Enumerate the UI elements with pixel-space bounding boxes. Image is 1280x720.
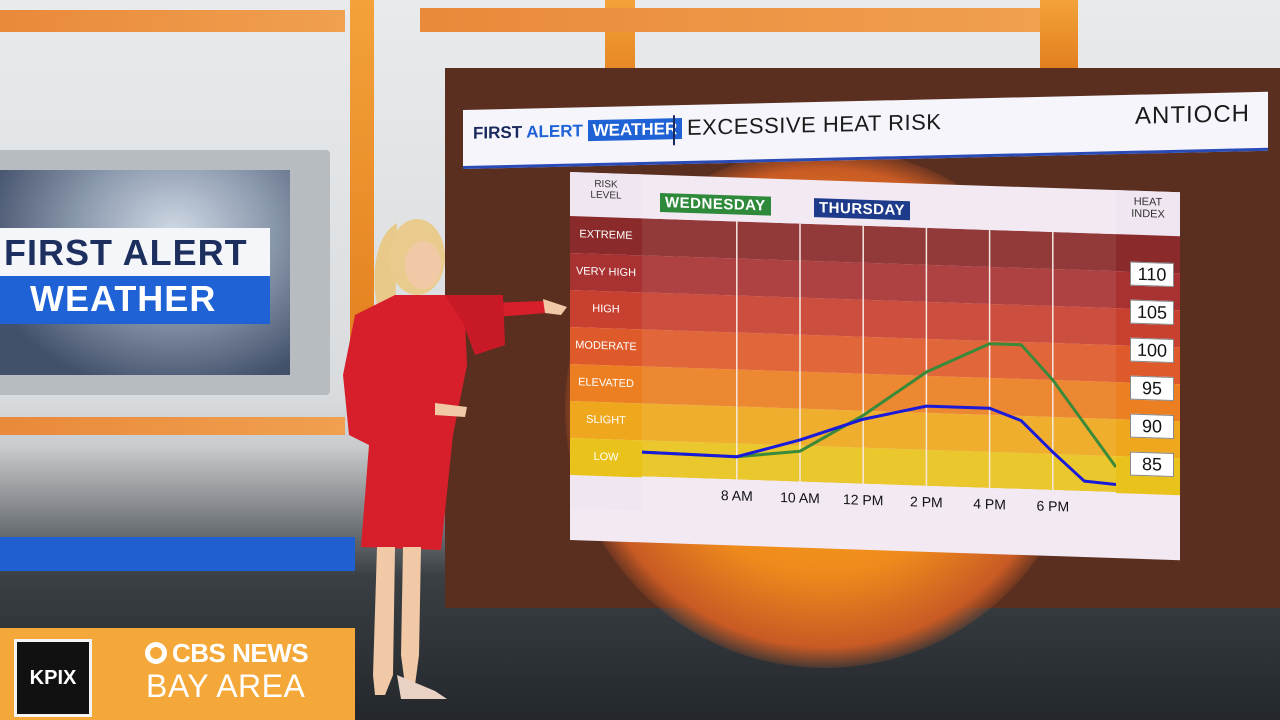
studio-pillar: [1040, 0, 1078, 78]
studio-rail: [0, 417, 345, 435]
cbs-eye-icon: [145, 642, 167, 664]
station-lower-third: KPIX CBS NEWS BAY AREA: [0, 628, 355, 720]
chart-lines: [642, 221, 1116, 491]
series-line-thursday: [642, 404, 1116, 487]
legend-thursday: THURSDAY: [814, 198, 910, 221]
heat-index-tick: 95: [1130, 375, 1174, 401]
side-monitor-screen: FIRST ALERT WEATHER: [0, 170, 290, 375]
floor-stripe: [0, 537, 355, 571]
heat-index-tick: 90: [1130, 413, 1174, 439]
risk-level-column: RISK LEVEL EXTREME VERY HIGH HIGH MODERA…: [570, 172, 642, 511]
risk-header-line: LEVEL: [590, 189, 622, 202]
brand-alert: ALERT: [526, 121, 583, 142]
risk-band: SLIGHT: [570, 401, 642, 441]
risk-level-header: RISK LEVEL: [570, 172, 642, 218]
x-tick-label: 6 PM: [1036, 497, 1070, 515]
x-tick-label: 10 AM: [780, 488, 820, 507]
heat-index-tick: 105: [1130, 299, 1174, 325]
risk-band: HIGH: [570, 290, 642, 330]
presenter: [343, 219, 567, 699]
risk-band: ELEVATED: [570, 364, 642, 404]
station-logo: KPIX: [14, 639, 92, 717]
series-line-wednesday: [642, 342, 1116, 468]
side-logo-top: FIRST ALERT: [0, 228, 270, 276]
heat-risk-chart: RISK LEVEL EXTREME VERY HIGH HIGH MODERA…: [570, 172, 1180, 561]
side-logo: FIRST ALERT WEATHER: [0, 228, 270, 324]
side-monitor: FIRST ALERT WEATHER: [0, 150, 330, 395]
header-divider: [673, 115, 675, 146]
network-name: CBS NEWS: [172, 638, 309, 668]
x-tick-label: 2 PM: [910, 493, 943, 511]
risk-band: VERY HIGH: [570, 253, 642, 293]
studio-rail: [0, 10, 345, 32]
brand-weather: WEATHER: [587, 118, 683, 142]
risk-band: MODERATE: [570, 327, 642, 367]
page-title: EXCESSIVE HEAT RISK: [687, 109, 942, 140]
heat-index-tick: 100: [1130, 337, 1174, 363]
studio-rail: [420, 8, 1040, 32]
heat-index-tick: 110: [1130, 261, 1174, 287]
location-label: ANTIOCH: [1135, 100, 1250, 130]
x-tick-label: 8 AM: [720, 487, 753, 505]
first-alert-logo: FIRST ALERT WEATHER: [473, 118, 683, 144]
plot-area: [642, 218, 1116, 493]
x-tick-label: 4 PM: [973, 495, 1006, 513]
brand-first: FIRST: [473, 122, 523, 143]
risk-band: LOW: [570, 438, 642, 478]
network-region: BAY AREA: [146, 668, 306, 704]
graphic-header: FIRST ALERT WEATHER EXCESSIVE HEAT RISK …: [463, 64, 1268, 169]
side-logo-bottom: WEATHER: [0, 276, 270, 324]
x-tick-label: 12 PM: [842, 491, 884, 509]
heat-index-tick: 85: [1130, 451, 1174, 477]
heat-index-column: 110 105 100 95 90 85: [1116, 190, 1180, 528]
risk-band: EXTREME: [570, 216, 642, 256]
legend-wednesday: WEDNESDAY: [660, 192, 771, 216]
